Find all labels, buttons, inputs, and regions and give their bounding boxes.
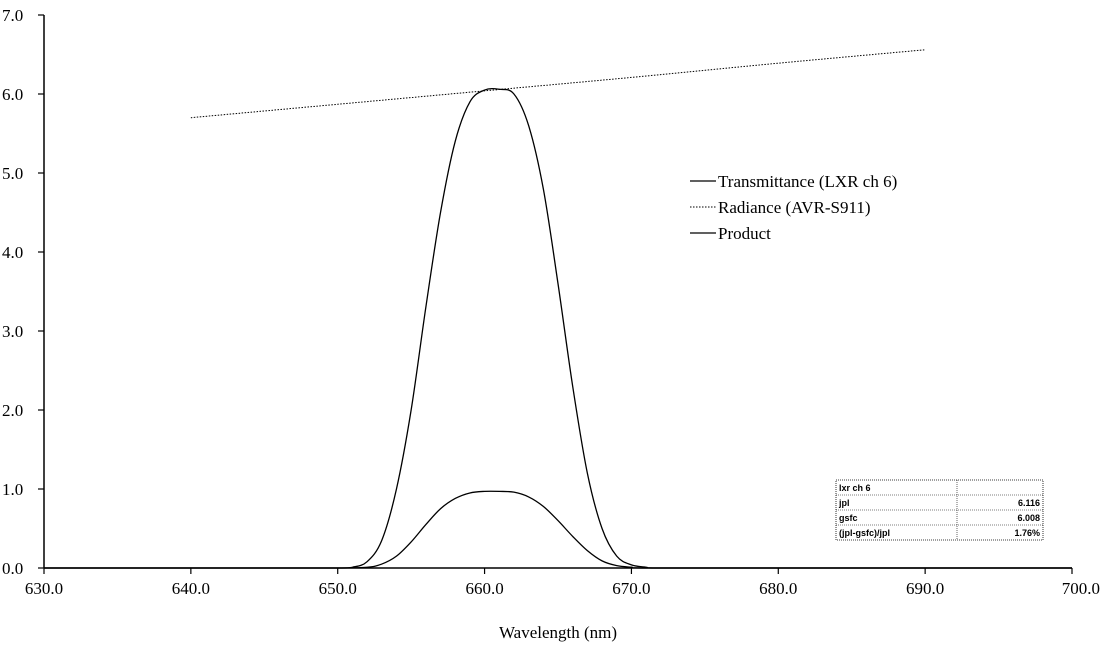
results-table-row-value: 6.116 <box>1018 498 1040 508</box>
y-tick-label: 5.0 <box>2 164 23 183</box>
results-table-row-label: jpl <box>838 498 850 508</box>
x-tick-label: 630.0 <box>25 579 63 598</box>
legend: Transmittance (LXR ch 6) Radiance (AVR-S… <box>690 172 897 243</box>
y-tick-label: 2.0 <box>2 401 23 420</box>
x-tick-label: 680.0 <box>759 579 797 598</box>
legend-item-radiance: Radiance (AVR-S911) <box>690 198 871 217</box>
results-table: lxr ch 6 jpl 6.116 gsfc 6.008 (jpl-gsfc)… <box>835 479 1044 541</box>
results-table-row-value: 6.008 <box>1017 513 1040 523</box>
results-table-title: lxr ch 6 <box>839 483 871 493</box>
results-table-row-label: (jpl-gsfc)/jpl <box>839 528 890 538</box>
results-table-row-value: 1.76% <box>1014 528 1040 538</box>
x-tick-label: 700.0 <box>1062 579 1100 598</box>
x-axis-title: Wavelength (nm) <box>499 623 617 642</box>
legend-label-radiance: Radiance (AVR-S911) <box>718 198 871 217</box>
y-tick-label: 4.0 <box>2 243 23 262</box>
legend-item-transmittance: Transmittance (LXR ch 6) <box>690 172 897 191</box>
x-tick-label: 650.0 <box>319 579 357 598</box>
y-tick-label: 1.0 <box>2 480 23 499</box>
series-product <box>44 490 1072 569</box>
x-tick-label: 690.0 <box>906 579 944 598</box>
legend-label-product: Product <box>718 224 771 243</box>
y-ticks: 0.0 1.0 2.0 3.0 4.0 5.0 6.0 7.0 <box>2 6 44 578</box>
legend-item-product: Product <box>690 224 771 243</box>
series-layer <box>44 49 1072 569</box>
y-tick-label: 6.0 <box>2 85 23 104</box>
y-tick-label: 7.0 <box>2 6 23 25</box>
x-tick-label: 640.0 <box>172 579 210 598</box>
x-tick-label: 660.0 <box>465 579 503 598</box>
series-radiance <box>190 49 926 119</box>
legend-label-transmittance: Transmittance (LXR ch 6) <box>718 172 897 191</box>
x-tick-label: 670.0 <box>612 579 650 598</box>
x-ticks: 630.0 640.0 650.0 660.0 670.0 680.0 690.0 700.0 <box>25 568 1100 598</box>
results-table-row-label: gsfc <box>839 513 858 523</box>
y-tick-label: 0.0 <box>2 559 23 578</box>
y-tick-label: 3.0 <box>2 322 23 341</box>
